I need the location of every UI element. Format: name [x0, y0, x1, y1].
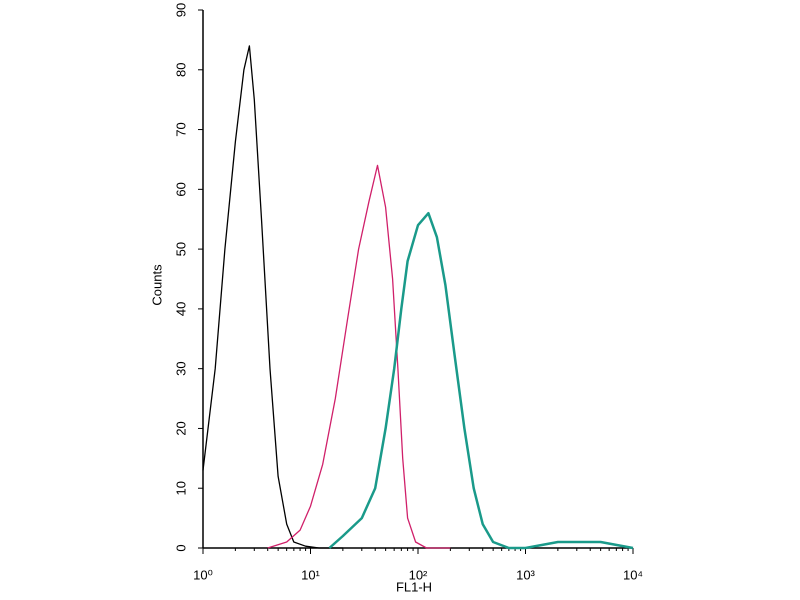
x-tick-label: 10² — [409, 567, 428, 582]
y-tick-label: 10 — [173, 481, 188, 495]
y-tick-label: 40 — [173, 302, 188, 316]
y-tick-label: 70 — [173, 122, 188, 136]
y-tick-label: 30 — [173, 361, 188, 375]
histogram-line — [267, 164, 451, 549]
y-tick-label: 90 — [173, 3, 188, 17]
x-axis-label: FL1-H — [396, 579, 432, 594]
histogram-line — [328, 211, 634, 550]
histogram-line — [202, 45, 343, 549]
x-tick-label: 10¹ — [301, 567, 320, 582]
y-tick-label: 0 — [173, 544, 188, 551]
y-tick-label: 60 — [173, 182, 188, 196]
y-tick-label: 50 — [173, 242, 188, 256]
x-tick-label: 10⁴ — [623, 567, 643, 582]
x-tick-label: 10³ — [516, 567, 535, 582]
y-tick-label: 80 — [173, 63, 188, 77]
x-tick-label: 10⁰ — [193, 567, 213, 582]
y-tick-label: 20 — [173, 421, 188, 435]
y-axis-label: Counts — [149, 264, 164, 306]
